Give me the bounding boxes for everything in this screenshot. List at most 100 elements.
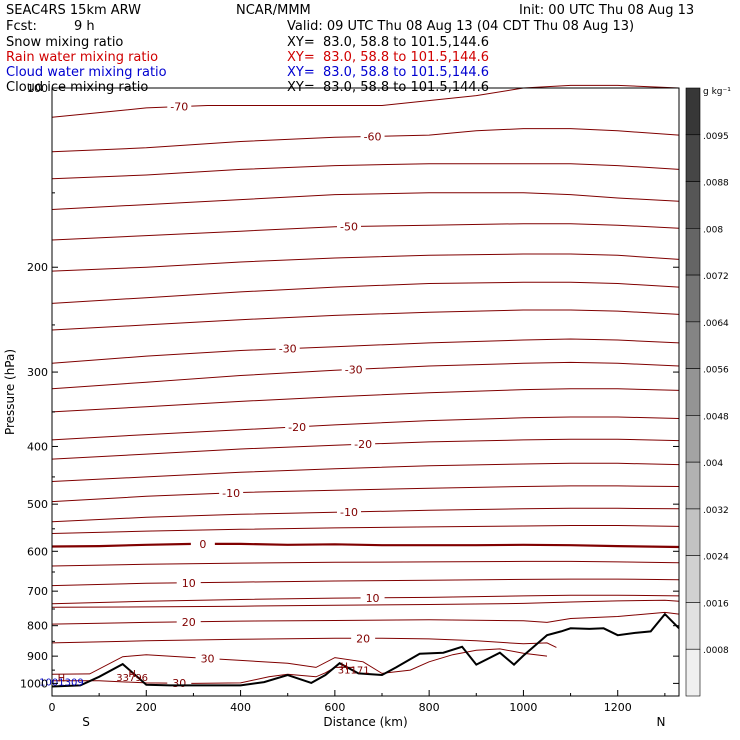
colorbar-label: .0032 (703, 506, 729, 516)
contour-label-bg (360, 130, 385, 143)
x-tick-label: 0 (49, 701, 56, 714)
colorbar-label: .0024 (703, 553, 729, 563)
colorbar-cell (685, 415, 701, 463)
contour-line (51, 560, 680, 567)
contour-line (51, 578, 680, 587)
y-tick-label: 800 (27, 620, 48, 633)
colorbar-label: .0064 (703, 319, 729, 329)
colorbar-cell (685, 461, 701, 510)
x-axis: 0 200 400 600 800 1000 1200 (49, 690, 666, 714)
contour-label-bg (176, 576, 201, 589)
contour-label: 20 (182, 616, 196, 629)
contour-line (51, 309, 680, 331)
contour-line (51, 192, 680, 210)
y-tick-label: 300 (27, 366, 48, 379)
contour-line (51, 438, 680, 460)
valid-time: Valid: 09 UTC Thu 08 Aug 13 (04 CDT Thu … (287, 19, 635, 34)
colorbar-label: .0016 (703, 599, 729, 609)
contour-label: -20 (288, 421, 306, 434)
contour-label-bg (351, 438, 376, 451)
contour-label: -20 (354, 438, 372, 451)
annotation-label: H (128, 669, 136, 680)
contour-label-bg (341, 363, 366, 376)
temperature-contours: -70 -60 -50 -30 -30 -20 -20 -10 -10 0 10 10 20 20 30 30 (51, 84, 680, 690)
endpoint-left-label: S (82, 715, 90, 729)
contour-line (51, 388, 680, 413)
contour-line (51, 128, 680, 153)
field-cloud-water-xy: XY= 83.0, 58.8 to 101.5,144.6 (287, 65, 490, 80)
contour-label: 0 (199, 538, 206, 551)
contour-label-bg (337, 505, 361, 518)
y-tick-label: 900 (27, 650, 48, 663)
contour-line (51, 611, 680, 625)
colorbar-cell (685, 508, 701, 556)
x-tick-label: 600 (324, 701, 345, 714)
contour-label: -30 (345, 363, 363, 376)
contour-line (51, 542, 680, 549)
contour-line (51, 462, 680, 482)
colorbar-cell (685, 368, 701, 416)
contour-label: -30 (279, 343, 297, 356)
y-tick-label: 100 (27, 82, 48, 95)
colorbar-cell (685, 321, 701, 369)
contour-label-bg (176, 615, 201, 628)
contour-line (51, 163, 680, 180)
colorbar-cell (685, 274, 701, 323)
colorbar-label: .0008 (703, 646, 729, 656)
org-label: NCAR/MMM (236, 3, 311, 18)
forecast-label: Fcst: (6, 19, 37, 34)
endpoint-right-label: N (657, 715, 666, 729)
colorbar-label: .0072 (703, 272, 729, 282)
colorbar-label: .008 (703, 225, 723, 235)
init-time: Init: 00 UTC Thu 08 Aug 13 (519, 3, 695, 18)
contour-label-bg (337, 220, 361, 233)
contour-label: -60 (364, 130, 382, 143)
field-snow-name: Snow mixing ratio (6, 35, 124, 50)
contour-label-bg (195, 652, 220, 665)
contour-line (51, 84, 680, 118)
contour-label-bg (190, 537, 215, 550)
x-tick-label: 1000 (509, 701, 537, 714)
colorbar-label: .0095 (703, 132, 729, 142)
annotation-label: 31171 (338, 665, 370, 676)
contour-label: 30 (172, 677, 186, 690)
contour-label-bg (275, 342, 300, 355)
contour-line (51, 485, 680, 503)
contour-line (51, 594, 680, 605)
colorbar-cell (685, 134, 701, 182)
colorbar-label: .0088 (703, 179, 729, 189)
annotation-label: H (341, 662, 349, 673)
field-rain-xy: XY= 83.0, 58.8 to 101.5,144.6 (287, 50, 490, 65)
terrain-line (51, 612, 680, 688)
y-tick-label: 400 (27, 440, 48, 453)
contour-label: 10 (182, 577, 196, 590)
colorbar-label: .0048 (703, 412, 729, 422)
contour-label-bg (219, 486, 244, 499)
colorbar-cell (685, 602, 701, 650)
x-axis-label: Distance (km) (323, 715, 407, 729)
colorbar-unit: g kg⁻¹ (703, 87, 731, 97)
model-title: SEAC4RS 15km ARW (6, 3, 142, 18)
field-cloud-water-name: Cloud water mixing ratio (6, 65, 167, 80)
x-tick-label: 1200 (604, 701, 632, 714)
colorbar-cell (685, 228, 701, 276)
contour-label: 30 (201, 652, 215, 665)
contour-line (51, 223, 680, 241)
colorbar-cell (685, 648, 701, 697)
contour-label: 20 (356, 632, 370, 645)
contour-label-bg (360, 591, 385, 604)
contour-line (51, 525, 680, 534)
contour-label-bg (167, 100, 192, 113)
field-rain-name: Rain water mixing ratio (6, 50, 159, 65)
y-tick-label: 200 (27, 261, 48, 274)
terrain-path (51, 612, 680, 688)
contour-line (51, 599, 680, 608)
contour-label: -10 (222, 487, 240, 500)
plot-frame (51, 87, 680, 697)
contour-label: 10 (366, 592, 380, 605)
contour-line (51, 648, 548, 675)
contour-line (51, 637, 557, 648)
